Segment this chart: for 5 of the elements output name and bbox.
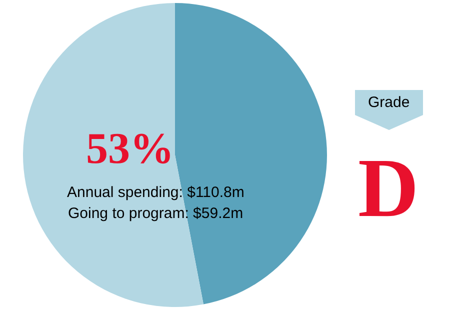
text: 53% — [86, 124, 174, 173]
text: Grade — [368, 94, 410, 111]
text: Annual spending: $110.8m — [67, 184, 244, 201]
text: D — [358, 142, 419, 235]
text: Going to program: $59.2m — [68, 205, 244, 222]
